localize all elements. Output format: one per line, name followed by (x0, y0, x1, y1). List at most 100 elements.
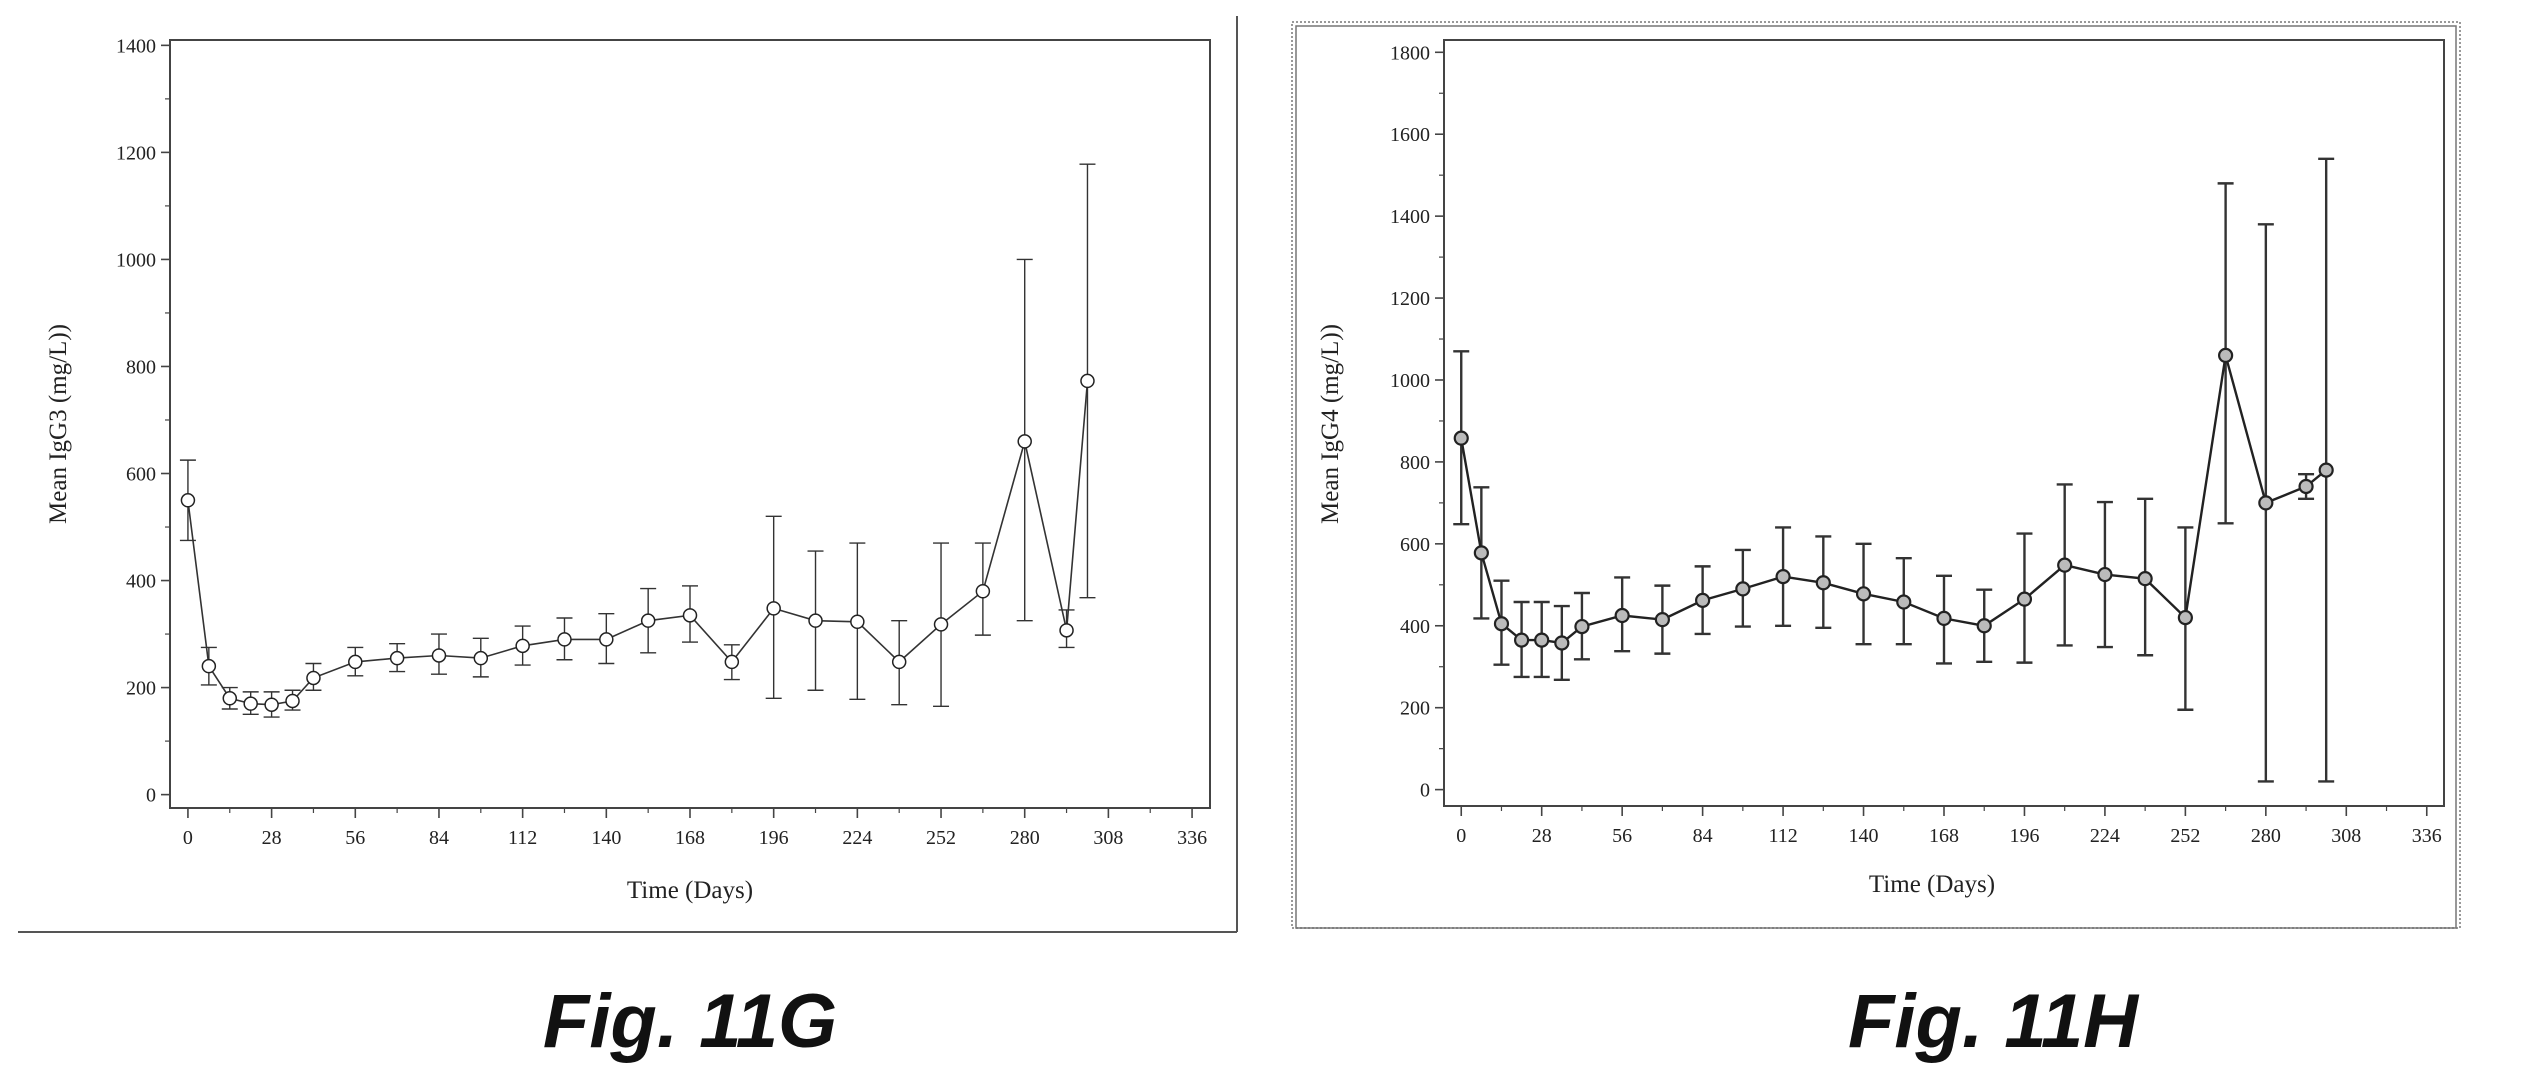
data-point (473, 650, 489, 666)
x-tick-label: 252 (926, 827, 956, 849)
data-point (766, 601, 781, 616)
x-tick-label: 280 (2251, 825, 2281, 847)
data-point (180, 493, 196, 508)
data-point (640, 613, 656, 628)
y-tick-label: 800 (1400, 452, 1430, 474)
x-tick-label: 56 (345, 827, 365, 849)
y-tick-label: 800 (126, 356, 156, 378)
data-point (1080, 373, 1095, 389)
data-points (180, 373, 1095, 712)
data-point (222, 691, 238, 706)
data-point (1017, 434, 1032, 449)
data-points (1453, 347, 2334, 651)
x-axis: 0 28 56 84 112 140 168 196 224 252 280 308 336 (1456, 806, 2442, 847)
data-point (515, 638, 530, 654)
data-point (1936, 610, 1952, 626)
x-tick-label: 56 (1612, 825, 1632, 847)
data-point (389, 650, 405, 666)
x-tick-label: 336 (1177, 827, 1207, 849)
data-point (348, 654, 363, 670)
error-bars (1453, 157, 2335, 783)
data-point (2177, 609, 2193, 626)
x-axis-label: Time (Days) (627, 877, 753, 904)
data-point (850, 614, 865, 630)
data-point (431, 648, 447, 663)
igg4-chart: 0 200 400 600 800 1000 1200 1400 1600 1800 0 28 56 8… (1317, 39, 2445, 898)
y-tick-label: 1400 (116, 35, 156, 57)
data-point (1574, 618, 1590, 635)
data-point (1775, 569, 1791, 585)
x-axis: 0 28 56 84 112 140 168 196 224 252 280 308 336 (183, 808, 1207, 849)
y-tick-label: 1400 (1390, 206, 1430, 228)
data-point (599, 632, 614, 647)
data-point (682, 608, 698, 623)
panel-frame-11g (18, 16, 1238, 933)
igg3-chart: 0 200 400 600 800 1000 1200 1400 0 28 56 84 112 140 1… (45, 35, 1211, 904)
panel-frame-11h (1291, 21, 2461, 929)
data-point (1695, 592, 1711, 608)
series-line (187, 380, 1089, 706)
data-point (1614, 607, 1630, 624)
data-point (1059, 623, 1074, 638)
x-tick-label: 168 (1929, 825, 1959, 847)
data-point (285, 693, 300, 709)
data-point (2298, 478, 2314, 495)
error-bars (179, 163, 1096, 718)
x-tick-label: 224 (2090, 825, 2120, 847)
x-tick-label: 308 (2331, 825, 2361, 847)
x-tick-label: 84 (429, 827, 449, 849)
y-tick-label: 400 (1400, 616, 1430, 638)
data-point (1493, 616, 1510, 632)
data-point (1896, 594, 1912, 610)
data-point (1654, 612, 1670, 628)
data-point (557, 632, 572, 647)
y-tick-label: 0 (146, 785, 156, 807)
x-tick-label: 196 (2009, 825, 2039, 847)
y-tick-label: 1200 (116, 142, 156, 164)
x-tick-label: 112 (1768, 825, 1797, 847)
x-axis-label: Time (Days) (1869, 871, 1995, 898)
x-tick-label: 336 (2412, 825, 2442, 847)
y-tick-label: 400 (126, 571, 156, 593)
x-tick-label: 308 (1093, 827, 1123, 849)
y-axis: 0 200 400 600 800 1000 1200 1400 (116, 35, 170, 807)
x-tick-label: 0 (183, 827, 193, 849)
series-line (1460, 355, 2327, 645)
data-point (2016, 591, 2033, 607)
y-axis: 0 200 400 600 800 1000 1200 1400 1600 1800 (1390, 42, 1444, 802)
plot-area (169, 39, 1211, 809)
data-point (1473, 545, 1489, 561)
x-tick-label: 252 (2170, 825, 2200, 847)
y-tick-label: 1800 (1390, 42, 1430, 64)
y-tick-label: 200 (1400, 698, 1430, 720)
x-tick-label: 168 (675, 827, 705, 849)
data-point (306, 670, 321, 686)
data-point (2318, 462, 2334, 478)
x-tick-label: 28 (262, 827, 282, 849)
x-tick-label: 196 (759, 827, 789, 849)
figure-caption-11h: Fig. 11H (1848, 979, 2140, 1064)
data-point (243, 696, 258, 711)
x-tick-label: 112 (508, 827, 537, 849)
data-point (1554, 635, 1570, 651)
data-point (808, 613, 823, 628)
y-tick-label: 600 (126, 464, 156, 486)
data-point (724, 654, 740, 670)
data-point (201, 658, 217, 674)
data-point (1534, 632, 1550, 648)
y-axis-label: Mean IgG3 (mg/L)) (45, 324, 72, 524)
y-tick-label: 1000 (116, 249, 156, 271)
data-point (933, 617, 949, 632)
y-tick-label: 1600 (1390, 124, 1430, 146)
data-point (2258, 495, 2274, 511)
x-tick-label: 140 (1849, 825, 1879, 847)
data-point (1815, 575, 1831, 591)
data-point (2097, 566, 2113, 583)
plot-area (1443, 39, 2445, 807)
y-tick-label: 0 (1420, 780, 1430, 802)
y-axis-label: Mean IgG4 (mg/L)) (1317, 324, 1344, 524)
y-tick-label: 200 (126, 678, 156, 700)
y-tick-label: 600 (1400, 534, 1430, 556)
x-tick-label: 224 (842, 827, 872, 849)
